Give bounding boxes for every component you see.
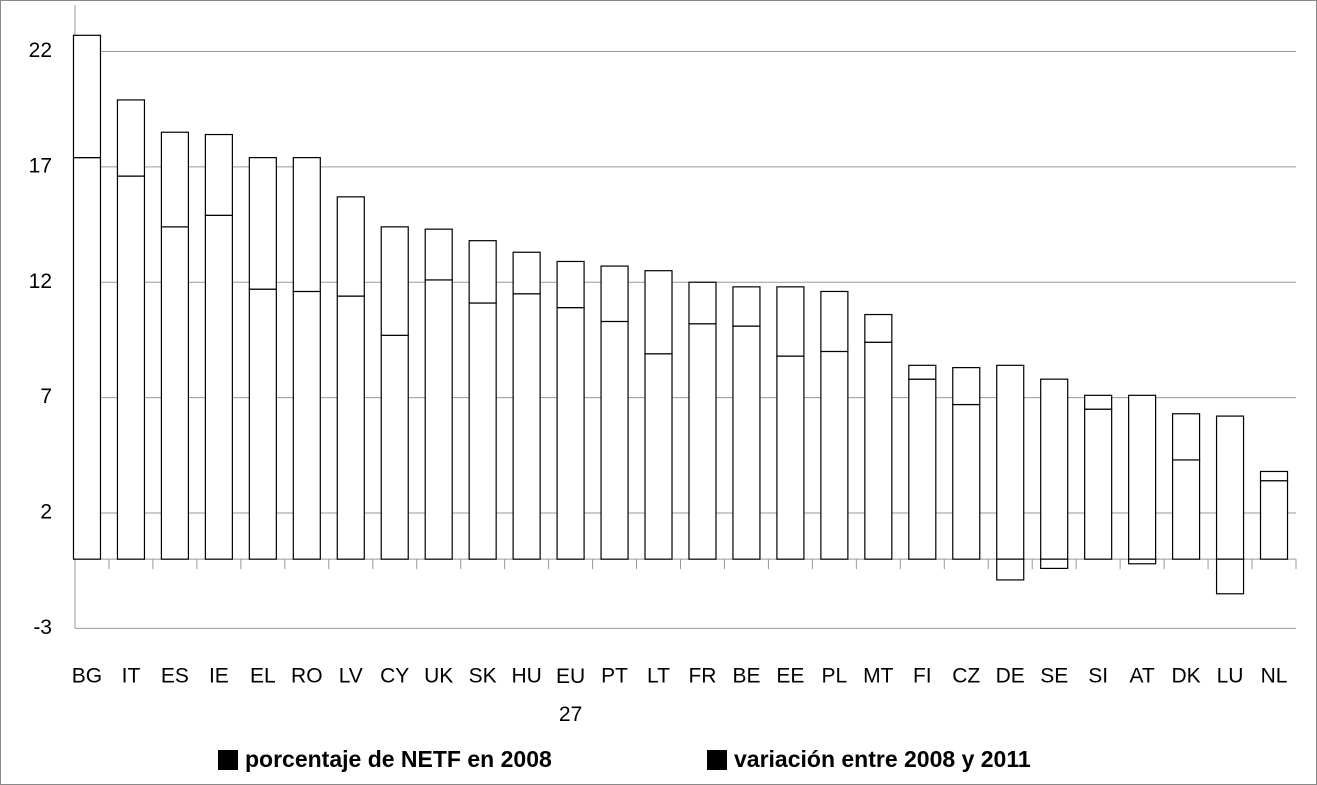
bar-segment (160, 131, 190, 228)
x-tick-label: SE (1040, 665, 1068, 688)
x-tick-label: PT (601, 665, 628, 688)
x-tick-label: FR (688, 665, 716, 688)
bar-segment (1128, 394, 1157, 560)
bar-segment (732, 286, 761, 327)
bar-segment (160, 226, 190, 560)
bar-segment (556, 307, 585, 560)
x-tick-label: DE (996, 665, 1025, 688)
bar-segment (72, 34, 102, 159)
x-tick-label: PL (822, 665, 848, 688)
bar-segment (864, 313, 893, 343)
bar-segment (1040, 558, 1069, 569)
bar-segment (512, 251, 541, 295)
x-tick-label: RO (291, 665, 323, 688)
legend-label: porcentaje de NETF en 2008 (245, 746, 552, 772)
bar-segment (600, 265, 629, 323)
bar-segment (248, 288, 277, 560)
y-tick-label: 2 (40, 501, 52, 524)
x-tick-label: IE (209, 665, 229, 688)
bar-segment (1084, 394, 1113, 410)
bar-segment (908, 378, 937, 560)
x-tick-label: NL (1261, 665, 1288, 688)
y-tick-label: 22 (29, 39, 52, 62)
x-tick-label: MT (863, 665, 893, 688)
x-tick-label: SI (1088, 665, 1108, 688)
bar-segment (468, 240, 497, 304)
bar-segment (292, 290, 321, 560)
bar-segment (908, 364, 937, 380)
bar-segment (776, 355, 805, 560)
bar-segment (380, 226, 409, 336)
x-tick-label: CY (380, 665, 409, 688)
bar-segment (644, 270, 673, 355)
bar-segment (1259, 480, 1289, 560)
x-tick-label: EE (776, 665, 804, 688)
bar-segment (72, 157, 102, 560)
bar-segment (380, 334, 409, 560)
bar-segment (468, 302, 497, 560)
legend-swatch (218, 750, 238, 770)
bar-segment (292, 157, 321, 293)
bar-segment (776, 286, 805, 357)
legend-label: variación entre 2008 y 2011 (734, 746, 1031, 772)
bar-segment (1084, 408, 1113, 560)
bar-segment (688, 323, 717, 560)
x-tick-label: LU (1217, 665, 1244, 688)
bar-segment (1259, 470, 1289, 482)
bar-segment (556, 260, 585, 309)
x-tick-label: SK (469, 665, 497, 688)
bar-segment (204, 214, 233, 560)
bar-segment (248, 157, 277, 290)
bar-segment (952, 403, 981, 560)
bar-segment (204, 133, 233, 216)
x-tick-label: AT (1129, 665, 1154, 688)
x-tick-label: CZ (952, 665, 980, 688)
x-tick-label: LV (339, 665, 363, 688)
bar-segment (1215, 415, 1245, 560)
bar-segment (732, 325, 761, 560)
bar-segment (644, 353, 673, 560)
bar-segment (1040, 378, 1069, 560)
x-tick-label: BG (72, 665, 102, 688)
bar-segment (688, 281, 717, 325)
y-tick-label: 17 (29, 154, 52, 177)
x-tick-label: EU 27 (556, 665, 585, 726)
bar-segment (952, 367, 981, 406)
bar-segment (996, 364, 1025, 560)
y-tick-label: 7 (40, 385, 52, 408)
bar-segment (336, 295, 365, 560)
bar-segment (820, 290, 849, 353)
bar-segment (336, 196, 365, 297)
bar-segment (512, 293, 541, 560)
bar-segment (424, 228, 453, 281)
label-line: 27 (559, 703, 582, 726)
bar-segment (1215, 558, 1245, 595)
bar-segment (1128, 558, 1157, 565)
bar-segment (116, 99, 146, 177)
bar-segment (820, 350, 849, 560)
y-tick-label: 12 (29, 270, 52, 293)
bar-segment (864, 341, 893, 560)
bar-segment (996, 558, 1025, 581)
bar-segment (1171, 459, 1201, 560)
legend-swatch (707, 750, 727, 770)
x-tick-label: ES (161, 665, 189, 688)
x-tick-label: BE (732, 665, 760, 688)
x-tick-label: EL (250, 665, 276, 688)
bar-segment (600, 320, 629, 560)
x-tick-label: LT (647, 665, 670, 688)
x-tick-label: DK (1171, 665, 1200, 688)
bar-segment (1171, 413, 1201, 461)
bar-segment (116, 175, 146, 560)
x-tick-label: FI (913, 665, 932, 688)
x-tick-label: UK (424, 665, 453, 688)
x-tick-label: HU (511, 665, 541, 688)
label-line: EU (556, 665, 585, 688)
bar-segment (424, 279, 453, 560)
y-tick-label: -3 (33, 616, 52, 639)
x-tick-label: IT (122, 665, 141, 688)
